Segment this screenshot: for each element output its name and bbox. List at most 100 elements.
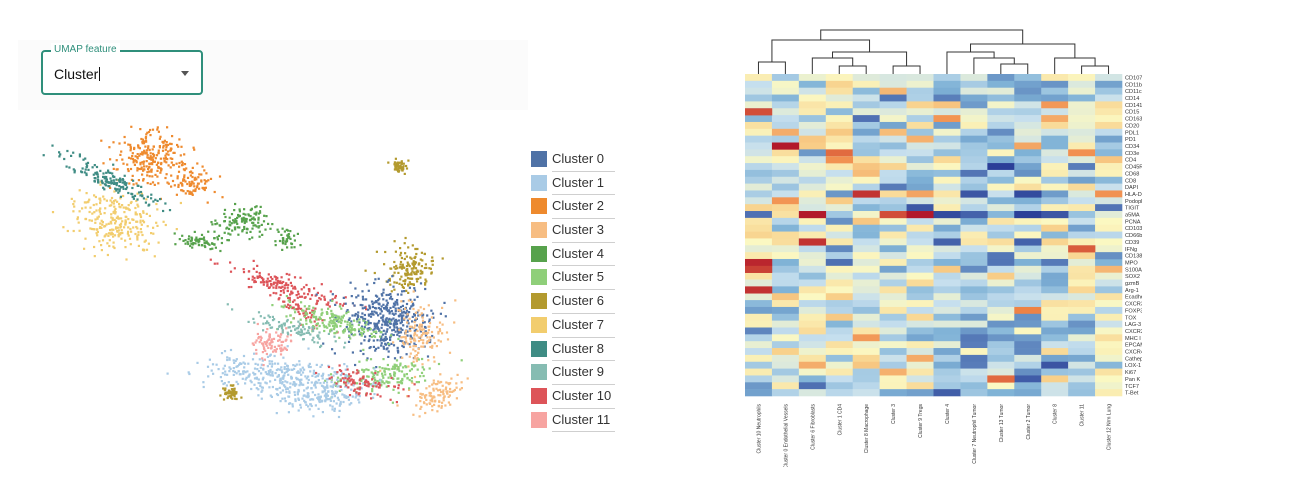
heatmap-cell [879, 238, 907, 246]
heatmap-cell [825, 101, 854, 109]
heatmap-cell [798, 300, 827, 308]
umap-feature-value[interactable]: Cluster [54, 66, 101, 82]
heatmap-row-label: CD68 [1125, 171, 1139, 177]
legend-label: Cluster 5 [552, 269, 605, 285]
heatmap-cell [906, 217, 934, 226]
heatmap-cell [1095, 101, 1123, 109]
heatmap-cell [825, 238, 854, 246]
heatmap-row-label: Cathepsin-L [1125, 356, 1142, 362]
legend-item[interactable]: Cluster 4 [531, 243, 615, 267]
heatmap-cell [1095, 211, 1123, 219]
heatmap-cell [933, 334, 961, 342]
heatmap-row-label: IFNg [1125, 247, 1137, 253]
legend-item[interactable]: Cluster 3 [531, 219, 615, 243]
heatmap-cell [771, 190, 800, 198]
heatmap-row-label: CD3e [1125, 151, 1139, 157]
heatmap-cell [879, 183, 907, 191]
legend-item[interactable]: Cluster 11 [531, 409, 615, 433]
umap-cluster-points [315, 275, 447, 369]
heatmap-cell [852, 87, 880, 95]
heatmap-cell [879, 334, 907, 342]
heatmap-cell [1014, 238, 1042, 246]
legend-item[interactable]: Cluster 2 [531, 195, 615, 220]
heatmap-cell [906, 94, 934, 102]
heatmap-cell [745, 183, 773, 191]
legend-item[interactable]: Cluster 8 [531, 338, 615, 362]
heatmap-cell [771, 313, 800, 321]
heatmap-cell [933, 327, 961, 335]
heatmap-cell [771, 258, 800, 267]
heatmap-cell [933, 341, 961, 349]
dendrogram-link [820, 29, 1024, 44]
heatmap-cell [798, 149, 827, 157]
heatmap-cell [906, 368, 934, 376]
heatmap-cell [960, 300, 988, 308]
heatmap-row-label: HLA-DR [1125, 192, 1142, 198]
heatmap-cell [987, 231, 1015, 239]
umap-cluster-points [324, 357, 463, 404]
heatmap-cell [1014, 156, 1042, 164]
legend-item[interactable]: Cluster 7 [531, 314, 615, 338]
heatmap-cell [1041, 306, 1069, 315]
heatmap-cell [1068, 327, 1096, 335]
heatmap-cell [852, 101, 880, 109]
heatmap-cell [1068, 156, 1096, 164]
heatmap-cell [852, 163, 880, 171]
heatmap-cell [960, 265, 988, 273]
heatmap-cell [906, 320, 934, 328]
heatmap-cell [987, 354, 1015, 363]
heatmap-column-label: Cluster 8 Macrophage [864, 404, 870, 453]
heatmap-cell [852, 300, 880, 308]
heatmap-cell [825, 115, 854, 123]
heatmap-cell [825, 245, 854, 253]
heatmap-cell [987, 197, 1015, 205]
legend-item[interactable]: Cluster 5 [531, 266, 615, 291]
legend-item[interactable]: Cluster 10 [531, 385, 615, 409]
heatmap-cell [987, 149, 1015, 157]
heatmap-cell [852, 245, 880, 253]
heatmap-cell [933, 163, 961, 171]
legend-item[interactable]: Cluster 6 [531, 290, 615, 314]
heatmap-cell [933, 313, 961, 321]
heatmap-cell [1041, 149, 1069, 157]
legend-item[interactable]: Cluster 1 [531, 172, 615, 196]
heatmap-cell [1068, 286, 1096, 294]
heatmap-cell [1041, 101, 1069, 109]
heatmap-cell [987, 94, 1015, 102]
heatmap-cell [987, 74, 1015, 82]
heatmap-cell [933, 94, 961, 102]
heatmap-cell [745, 156, 773, 164]
heatmap-cell [1095, 286, 1123, 294]
heatmap-cell [987, 375, 1015, 383]
heatmap-cell [1014, 217, 1042, 226]
heatmap-cell [1041, 197, 1069, 205]
heatmap-cell [906, 231, 934, 239]
heatmap-cell [1095, 341, 1123, 349]
heatmap-cell [771, 94, 800, 102]
heatmap-cell [1068, 169, 1096, 178]
heatmap-cell [1068, 142, 1096, 150]
heatmap-cell [852, 265, 880, 273]
heatmap-cell [987, 258, 1015, 267]
heatmap-cell [960, 231, 988, 239]
legend-divider [552, 383, 615, 385]
heatmap-cell [745, 279, 773, 287]
heatmap-cell [1041, 300, 1069, 308]
legend-item[interactable]: Cluster 9 [531, 361, 615, 385]
heatmap-cell [798, 354, 827, 363]
heatmap-cell [745, 190, 773, 198]
heatmap-cell [1014, 204, 1042, 212]
heatmap-cell [987, 156, 1015, 164]
heatmap-cell [1041, 142, 1069, 150]
heatmap-cell [879, 142, 907, 150]
heatmap-cell [987, 389, 1015, 397]
chevron-down-icon[interactable] [181, 71, 189, 76]
heatmap-column-label: Cluster 4 [945, 404, 951, 424]
heatmap-cell [1068, 389, 1096, 397]
heatmap-cell [1095, 313, 1123, 321]
heatmap-cell [1041, 258, 1069, 267]
umap-feature-select[interactable]: UMAP feature Cluster [41, 43, 203, 95]
legend-item[interactable]: Cluster 0 [531, 148, 615, 172]
heatmap-row-label: CD20 [1125, 123, 1139, 129]
umap-cluster-points [251, 322, 293, 367]
